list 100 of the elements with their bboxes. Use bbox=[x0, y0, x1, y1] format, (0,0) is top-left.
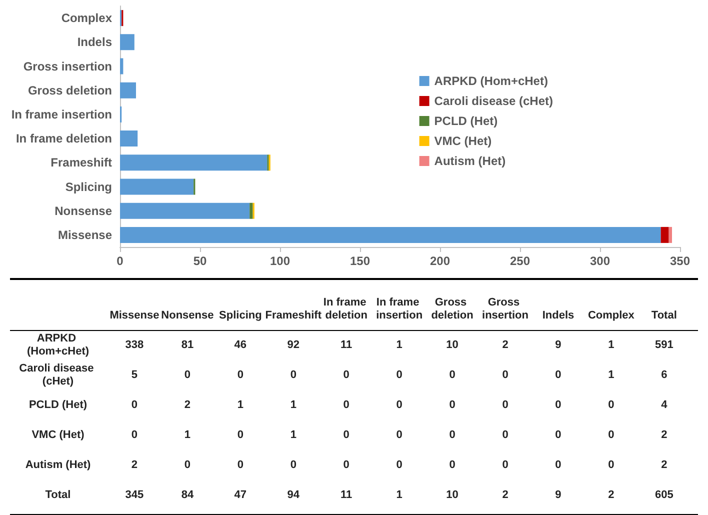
data-label: 0 bbox=[184, 369, 191, 381]
x-tick-label: 50 bbox=[193, 254, 207, 268]
x-tick-label: Total bbox=[651, 310, 677, 322]
legend-label: Caroli disease (cHet) bbox=[434, 94, 554, 108]
y-tick-label: Gross deletion bbox=[28, 83, 112, 98]
x-tick-label: 250 bbox=[510, 254, 530, 268]
x-tick-label: In frame deletion bbox=[323, 296, 370, 322]
data-label: 94 bbox=[287, 489, 300, 501]
legend-label: PCLD (Het) bbox=[434, 114, 498, 128]
y-tick-label: Complex bbox=[61, 11, 112, 26]
y-tick-label: VMC (Het) bbox=[32, 429, 85, 441]
data-label: 2 bbox=[608, 489, 614, 501]
x-tick-label: Complex bbox=[588, 310, 636, 322]
data-label: 0 bbox=[449, 429, 456, 441]
data-label: 81 bbox=[181, 339, 194, 351]
y-tick-label: ARPKD (Hom+cHet) bbox=[26, 332, 90, 358]
bar bbox=[120, 226, 661, 243]
bar bbox=[660, 226, 669, 243]
data-label: 0 bbox=[237, 429, 244, 441]
data-label: 0 bbox=[131, 399, 138, 411]
x-tick-label: Gross insertion bbox=[482, 296, 529, 322]
x-tick-label: Nonsense bbox=[161, 310, 214, 322]
data-label: 0 bbox=[555, 369, 562, 381]
data-label: 338 bbox=[125, 339, 144, 351]
data-label: 0 bbox=[343, 369, 350, 381]
y-tick-label: Missense bbox=[58, 228, 112, 242]
y-tick-label: Nonsense bbox=[54, 204, 112, 218]
legend-label: Autism (Het) bbox=[434, 154, 506, 168]
bar bbox=[250, 202, 253, 219]
data-label: 5 bbox=[131, 369, 138, 381]
data-label: 46 bbox=[234, 339, 247, 351]
data-label: 0 bbox=[608, 459, 614, 471]
data-label: 2 bbox=[661, 429, 668, 441]
data-label: 0 bbox=[396, 369, 402, 381]
data-label: 0 bbox=[555, 459, 562, 471]
data-label: 92 bbox=[287, 339, 300, 351]
data-label: 2 bbox=[502, 489, 508, 501]
data-label: 84 bbox=[181, 489, 194, 501]
data-label: 0 bbox=[555, 429, 562, 441]
data-label: 0 bbox=[396, 459, 402, 471]
y-tick-label: In frame insertion bbox=[11, 107, 112, 122]
x-tick-label: 300 bbox=[590, 254, 610, 268]
data-label: 9 bbox=[555, 339, 562, 351]
data-label: 0 bbox=[290, 459, 296, 471]
data-label: 1 bbox=[396, 339, 402, 351]
y-tick-label: Autism (Het) bbox=[25, 459, 92, 471]
data-label: 0 bbox=[502, 369, 508, 381]
x-tick-label: 150 bbox=[350, 254, 370, 268]
data-label: 0 bbox=[131, 429, 138, 441]
data-label: 9 bbox=[555, 489, 562, 501]
x-tick-label: Missense bbox=[110, 310, 160, 322]
x-tick-label: Gross deletion bbox=[431, 296, 474, 322]
data-label: 0 bbox=[343, 459, 350, 471]
data-label: 0 bbox=[608, 429, 614, 441]
data-label: 4 bbox=[661, 399, 668, 411]
y-tick-label: In frame deletion bbox=[16, 132, 112, 146]
data-label: 0 bbox=[449, 369, 456, 381]
data-label: 0 bbox=[502, 459, 508, 471]
bar bbox=[120, 58, 124, 74]
legend-label: ARPKD (Hom+cHet) bbox=[434, 74, 548, 88]
bar bbox=[120, 154, 268, 171]
data-label: 1 bbox=[184, 429, 191, 441]
data-label: 0 bbox=[449, 399, 456, 411]
y-tick-label: PCLD (Het) bbox=[28, 399, 88, 411]
data-label: 1 bbox=[396, 489, 402, 501]
x-tick-label: 0 bbox=[116, 254, 124, 268]
legend-label: VMC (Het) bbox=[434, 134, 492, 148]
bar bbox=[120, 202, 250, 219]
data-label: 10 bbox=[446, 489, 458, 501]
data-label: 1 bbox=[290, 429, 296, 441]
bar bbox=[120, 34, 134, 50]
data-label: 1 bbox=[608, 369, 614, 381]
data-label: 0 bbox=[396, 399, 402, 411]
x-tick-label: In frame insertion bbox=[376, 296, 423, 322]
bar bbox=[668, 226, 672, 243]
bar bbox=[120, 82, 136, 98]
y-tick-label: Caroli disease (cHet) bbox=[19, 362, 97, 388]
data-label: 605 bbox=[654, 489, 674, 501]
x-tick-label: Frameshift bbox=[265, 310, 322, 322]
x-tick-label: 350 bbox=[670, 254, 690, 268]
x-tick-label: 200 bbox=[430, 254, 450, 268]
data-label: 0 bbox=[290, 369, 296, 381]
data-label: 2 bbox=[502, 339, 508, 351]
x-tick-label: Splicing bbox=[219, 310, 262, 322]
data-label: 10 bbox=[446, 339, 458, 351]
data-label: 0 bbox=[502, 399, 508, 411]
y-tick-label: Frameshift bbox=[50, 156, 112, 170]
y-tick-label: Indels bbox=[77, 35, 112, 50]
data-label: 47 bbox=[234, 489, 247, 501]
data-label: 1 bbox=[237, 399, 244, 411]
data-label: 11 bbox=[340, 489, 352, 501]
data-label: 0 bbox=[343, 399, 350, 411]
y-tick-label: Splicing bbox=[65, 180, 112, 194]
x-tick-label: 100 bbox=[270, 254, 290, 268]
data-label: 591 bbox=[654, 339, 674, 351]
data-label: 0 bbox=[343, 429, 350, 441]
data-label: 1 bbox=[290, 399, 296, 411]
data-label: 2 bbox=[661, 459, 668, 471]
data-label: 0 bbox=[502, 429, 508, 441]
data-label: 0 bbox=[555, 399, 562, 411]
